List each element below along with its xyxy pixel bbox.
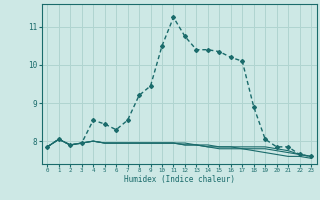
X-axis label: Humidex (Indice chaleur): Humidex (Indice chaleur): [124, 175, 235, 184]
